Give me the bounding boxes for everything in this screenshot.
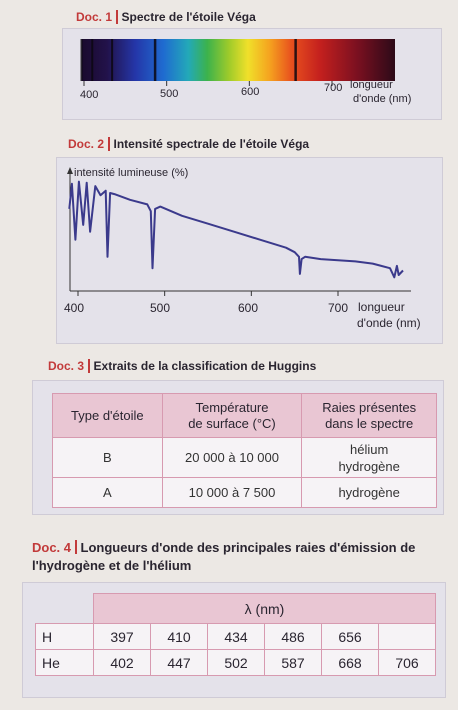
doc2-tick-700: 700 <box>328 301 349 315</box>
row-label-h: H <box>35 623 94 650</box>
doc2-chart <box>67 167 411 296</box>
cell-value: 668 <box>321 649 379 676</box>
doc2-panel <box>56 157 443 344</box>
doc1-title: Spectre de l'étoile Véga <box>121 10 256 24</box>
cell-value: 502 <box>207 649 265 676</box>
doc1-tick-400: 400 <box>80 89 99 101</box>
doc4-title-line2: l'hydrogène et de l'hélium <box>32 558 192 573</box>
doc1-heading: Doc. 1 Spectre de l'étoile Véga <box>76 10 256 24</box>
cell-value: 587 <box>264 649 322 676</box>
doc1-tick-700: 700 <box>324 82 343 94</box>
doc3-number: Doc. 3 <box>48 359 85 373</box>
header-temperature: Température de surface (°C) <box>161 393 303 438</box>
cell-value <box>378 623 436 650</box>
doc1-separator <box>116 10 118 24</box>
table-row: He 402 447 502 587 668 706 <box>35 649 436 676</box>
doc1-number: Doc. 1 <box>76 10 113 24</box>
doc2-axis-label-1: longueur <box>358 300 405 314</box>
row-label-he: He <box>35 649 94 676</box>
doc2-separator <box>108 137 110 151</box>
doc1-tick-600: 600 <box>241 86 260 98</box>
table-row: H 397 410 434 486 656 <box>35 623 436 650</box>
doc3-title: Extraits de la classification de Huggins <box>93 359 317 373</box>
cell-temperature: 10 000 à 7 500 <box>161 477 303 508</box>
doc2-tick-600: 600 <box>238 301 259 315</box>
cell-value: 656 <box>321 623 379 650</box>
cell-type: A <box>52 477 163 508</box>
doc4-number: Doc. 4 <box>32 540 72 555</box>
lambda-header: λ (nm) <box>93 593 436 624</box>
doc3-heading: Doc. 3 Extraits de la classification de … <box>48 359 316 373</box>
cell-raies: hydrogène <box>301 477 437 508</box>
doc4-title-line1: Longueurs d'onde des principales raies d… <box>80 540 416 555</box>
y-axis-arrow-icon <box>67 167 73 174</box>
header-raies: Raies présentes dans le spectre <box>301 393 437 438</box>
doc2-tick-500: 500 <box>150 301 171 315</box>
cell-temperature: 20 000 à 10 000 <box>161 437 303 478</box>
doc3-separator <box>88 359 90 373</box>
doc1-spectrum-figure <box>80 39 395 86</box>
emission-lines-table: λ (nm) H 397 410 434 486 656 He 402 447 … <box>35 593 436 676</box>
huggins-table: Type d'étoile Température de surface (°C… <box>52 393 437 508</box>
cell-value: 447 <box>150 649 208 676</box>
cell-value: 402 <box>93 649 151 676</box>
doc2-tick-400: 400 <box>64 301 85 315</box>
table-row: A 10 000 à 7 500 hydrogène <box>52 477 437 508</box>
cell-value: 410 <box>150 623 208 650</box>
spectrum-band <box>82 39 395 81</box>
doc2-heading: Doc. 2 Intensité spectrale de l'étoile V… <box>68 137 309 151</box>
doc4-separator <box>75 540 77 554</box>
doc2-axis-label-2: d'onde (nm) <box>357 316 421 330</box>
cell-value: 486 <box>264 623 322 650</box>
doc2-ylabel: intensité lumineuse (%) <box>74 167 189 179</box>
cell-value: 706 <box>378 649 436 676</box>
doc2-number: Doc. 2 <box>68 137 105 151</box>
table-header-row: Type d'étoile Température de surface (°C… <box>52 393 437 438</box>
doc2-title: Intensité spectrale de l'étoile Véga <box>113 137 310 151</box>
doc1-tick-500: 500 <box>160 88 179 100</box>
cell-value: 434 <box>207 623 265 650</box>
doc1-axis-label-1: longueur <box>350 79 393 91</box>
cell-value: 397 <box>93 623 151 650</box>
doc1-axis-label-2: d'onde (nm) <box>353 93 412 105</box>
cell-raies: hélium hydrogène <box>301 437 437 478</box>
header-type: Type d'étoile <box>52 393 163 438</box>
table-row: B 20 000 à 10 000 hélium hydrogène <box>52 437 437 478</box>
cell-type: B <box>52 437 163 478</box>
doc4-heading: Doc. 4 Longueurs d'onde des principales r… <box>32 540 415 555</box>
intensity-curve <box>68 180 404 279</box>
